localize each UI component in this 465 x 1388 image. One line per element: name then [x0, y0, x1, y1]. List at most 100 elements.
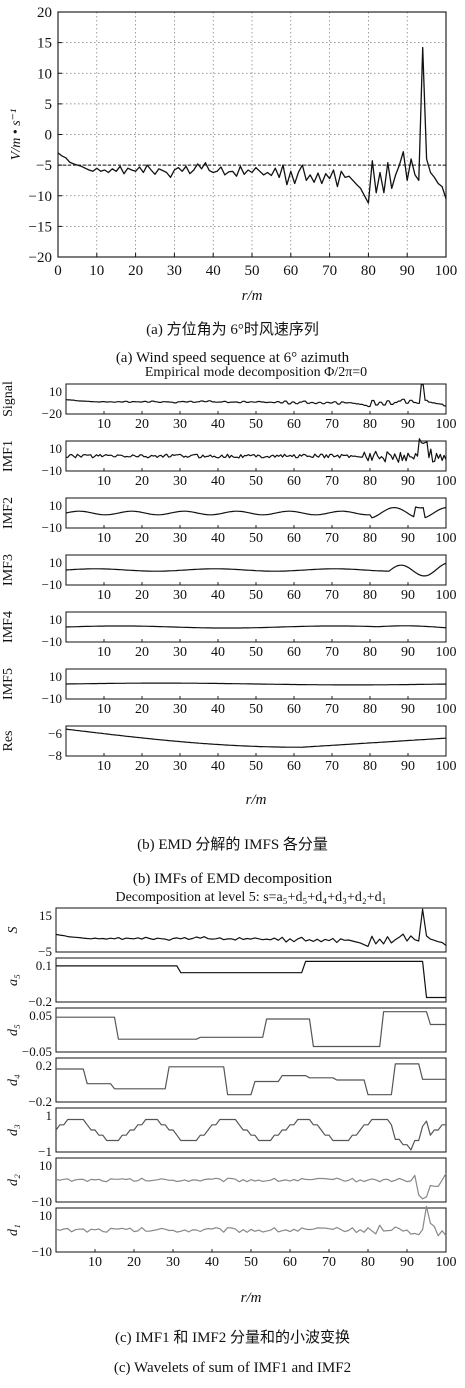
x-tick-label: 10 [89, 263, 104, 279]
panel-x-tick-label: 10 [97, 417, 111, 432]
panel-y-tick-label: −1 [38, 1144, 52, 1159]
panel-y-tick-label: 0.1 [36, 958, 52, 973]
y-tick-label: 15 [37, 36, 52, 52]
panel-x-tick-label: 30 [173, 645, 187, 660]
panel-x-tick-label: 40 [211, 588, 225, 603]
panel-x-tick-label: 50 [249, 531, 263, 546]
panel-x-tick-label: 100 [436, 588, 457, 603]
panel-y-tick-label: 10 [39, 1208, 52, 1223]
x-tick-label: 60 [283, 263, 298, 279]
panel-frame [55, 1007, 447, 1053]
panel-x-tick-label: 10 [97, 531, 111, 546]
y-tick-label: 5 [45, 97, 53, 113]
panel-x-tick-label: 50 [249, 645, 263, 660]
x-tick-label: 40 [206, 263, 221, 279]
x-tick-label: 50 [245, 263, 260, 279]
panel-y-tick-label: −10 [42, 463, 62, 478]
panel-x-tick-label: 20 [135, 531, 149, 546]
panel-x-tick-label: 80 [363, 702, 377, 717]
panel-x-axis-label: r/m [241, 1290, 262, 1306]
panel-x-tick-label: 70 [322, 1255, 336, 1270]
panel-x-tick-label: 60 [287, 588, 301, 603]
panel-x-tick-label: 10 [97, 645, 111, 660]
panel-y-tick-label: −5 [38, 944, 52, 959]
panel-series-line [65, 438, 447, 463]
panel-series-line [55, 1205, 447, 1237]
panel-x-tick-label: 90 [401, 702, 415, 717]
panel-x-tick-label: 80 [363, 474, 377, 489]
panel-x-tick-label: 90 [401, 417, 415, 432]
caption-a-english: (a) Wind speed sequence at 6° azimuth [115, 350, 350, 366]
panel-y-tick-label: 0.2 [36, 1058, 52, 1073]
panel-x-tick-label: 80 [363, 531, 377, 546]
panel-x-tick-label: 10 [97, 588, 111, 603]
panel-x-tick-label: 80 [363, 417, 377, 432]
panel-x-tick-label: 50 [249, 417, 263, 432]
panel-x-tick-label: 40 [211, 702, 225, 717]
panel-y-tick-label: −10 [42, 634, 62, 649]
panel-x-tick-label: 100 [436, 645, 457, 660]
panel-x-tick-label: 60 [287, 702, 301, 717]
panel-y-tick-label: 10 [49, 498, 62, 513]
panel-x-tick-label: 80 [363, 759, 377, 774]
panel-chart-title: Decomposition at level 5: s=a₅+d₅+d₄+d₃+… [115, 890, 386, 905]
panel-x-tick-label: 90 [400, 1255, 414, 1270]
panel-series-line [55, 1118, 446, 1151]
panel-x-tick-label: 100 [436, 702, 457, 717]
panel-x-tick-label: 40 [211, 417, 225, 432]
panel-series-line [65, 384, 446, 408]
panel-y-tick-label: 10 [49, 669, 62, 684]
panel-x-tick-label: 50 [249, 702, 263, 717]
y-tick-label: −20 [29, 250, 52, 266]
panel-y-tick-label: 1 [46, 1108, 53, 1123]
panel-x-tick-label: 100 [436, 759, 457, 774]
panel-y-tick-label: 10 [49, 384, 62, 399]
panel-x-tick-label: 100 [436, 417, 457, 432]
panel-x-tick-label: 90 [401, 759, 415, 774]
panel-x-tick-label: 60 [283, 1255, 297, 1270]
panel-x-tick-label: 40 [211, 759, 225, 774]
panel-x-tick-label: 30 [173, 531, 187, 546]
panel-ylabel: d₃ [6, 1124, 21, 1136]
panel-x-tick-label: 50 [249, 474, 263, 489]
panel-series-line [56, 960, 446, 999]
panel-x-tick-label: 50 [249, 588, 263, 603]
panel-x-tick-label: 10 [97, 474, 111, 489]
caption-c-english: (c) Wavelets of sum of IMF1 and IMF2 [113, 1360, 352, 1376]
panel-x-tick-label: 10 [97, 759, 111, 774]
panel-x-tick-label: 50 [249, 759, 263, 774]
panel-x-tick-label: 70 [325, 702, 339, 717]
panel-series-line [55, 1173, 447, 1200]
panel-x-tick-label: 30 [173, 702, 187, 717]
panel-x-tick-label: 20 [135, 474, 149, 489]
y-tick-label: 0 [45, 128, 53, 144]
panel-x-tick-label: 100 [436, 474, 457, 489]
y-tick-label: −10 [29, 189, 52, 205]
panel-x-tick-label: 40 [211, 474, 225, 489]
panel-y-tick-label: −8 [48, 748, 62, 763]
panel-frame [65, 725, 447, 757]
x-tick-label: 20 [128, 263, 143, 279]
panel-ylabel: IMF5 [1, 668, 16, 700]
panel-y-tick-label: −0.2 [28, 994, 52, 1009]
panel-x-tick-label: 30 [173, 759, 187, 774]
panel-series-line [56, 1011, 446, 1048]
panel-frame [55, 957, 447, 1003]
panel-x-tick-label: 20 [135, 759, 149, 774]
panel-x-tick-label: 70 [325, 417, 339, 432]
panel-x-tick-label: 40 [205, 1255, 219, 1270]
panel-x-tick-label: 90 [401, 588, 415, 603]
wind-speed-line [57, 46, 447, 204]
x-tick-label: 0 [54, 263, 62, 279]
panel-x-tick-label: 90 [401, 531, 415, 546]
panel-chart-title: Empirical mode decomposition Φ/2π=0 [145, 365, 367, 380]
panel-y-tick-label: −10 [42, 577, 62, 592]
x-tick-label: 70 [322, 263, 337, 279]
panel-x-tick-label: 70 [325, 474, 339, 489]
panel-x-tick-label: 10 [97, 702, 111, 717]
panel-x-tick-label: 40 [211, 531, 225, 546]
panel-y-tick-label: −10 [32, 1244, 52, 1259]
panel-ylabel: Res [1, 731, 16, 752]
panel-ylabel: d₂ [6, 1174, 21, 1186]
panel-y-tick-label: −0.05 [22, 1044, 52, 1059]
